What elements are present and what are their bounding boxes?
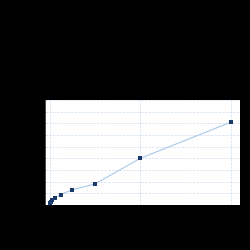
Point <box>53 196 57 200</box>
Point <box>48 201 52 205</box>
Point <box>138 156 142 160</box>
Point <box>59 192 63 196</box>
Y-axis label: OD: OD <box>25 148 30 157</box>
Point <box>93 182 97 186</box>
X-axis label: Human Breast Carcinoma Amplified Sequence 3 (BCAS3)
Concentration (ng/ml): Human Breast Carcinoma Amplified Sequenc… <box>64 216 221 227</box>
Point <box>49 200 53 203</box>
Point <box>50 198 54 202</box>
Point <box>229 120 233 124</box>
Point <box>70 188 74 192</box>
